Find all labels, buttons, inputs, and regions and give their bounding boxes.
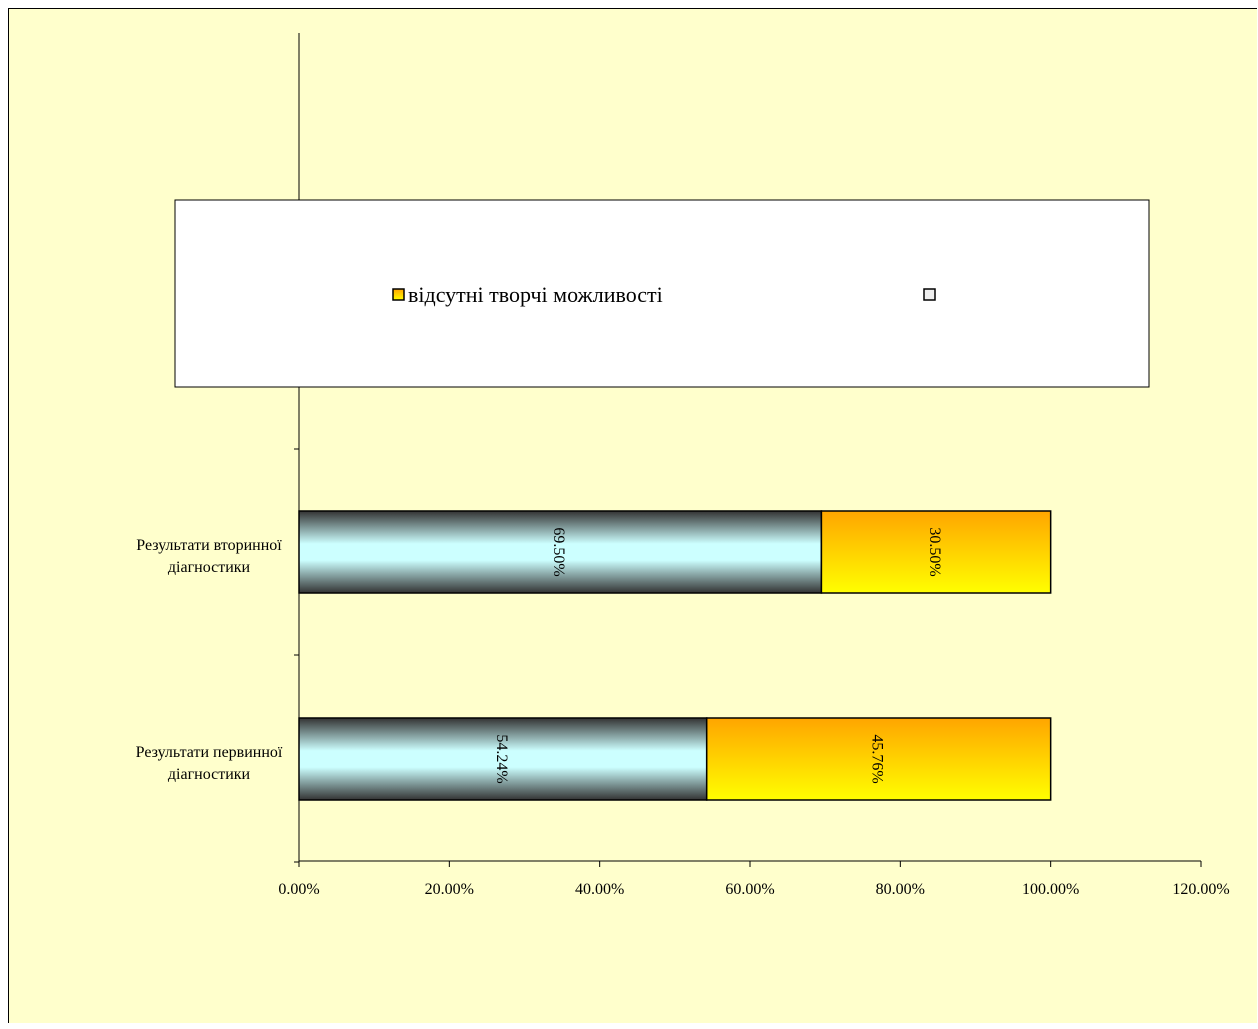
category-label: Результати первинної — [136, 744, 283, 761]
x-tick-label: 20.00% — [425, 881, 474, 898]
category-label: Результати вторинної — [136, 537, 282, 554]
bar-segment — [705, 717, 1052, 801]
x-tick-label: 0.00% — [278, 881, 319, 898]
x-tick-label: 100.00% — [1022, 881, 1079, 898]
chart-area: 0.00% 20.00% 40.00% 60.00% 80.00% 100.00% 120.… — [8, 8, 1257, 1023]
x-tick-label: 40.00% — [575, 881, 624, 898]
legend-key — [923, 288, 936, 301]
bar-segment — [820, 510, 1052, 594]
legend-box — [174, 199, 1150, 388]
bar-chart: 0.00% 20.00% 40.00% 60.00% 80.00% 100.00% 120.… — [136, 33, 1230, 898]
bar-segment — [298, 717, 708, 801]
category-label: діагностики — [168, 766, 251, 783]
data-label: 30.50% — [926, 527, 943, 576]
data-label: 69.50% — [550, 527, 567, 576]
bar-segment — [298, 510, 823, 594]
x-tick-label: 120.00% — [1172, 881, 1229, 898]
legend-key — [392, 288, 405, 301]
legend-label: відсутні творчі можливості — [408, 282, 663, 307]
data-label: 45.76% — [869, 734, 886, 783]
x-tick-label: 80.00% — [876, 881, 925, 898]
x-tick-label: 60.00% — [725, 881, 774, 898]
data-label: 54.24% — [493, 734, 510, 783]
category-label: діагностики — [168, 559, 251, 576]
